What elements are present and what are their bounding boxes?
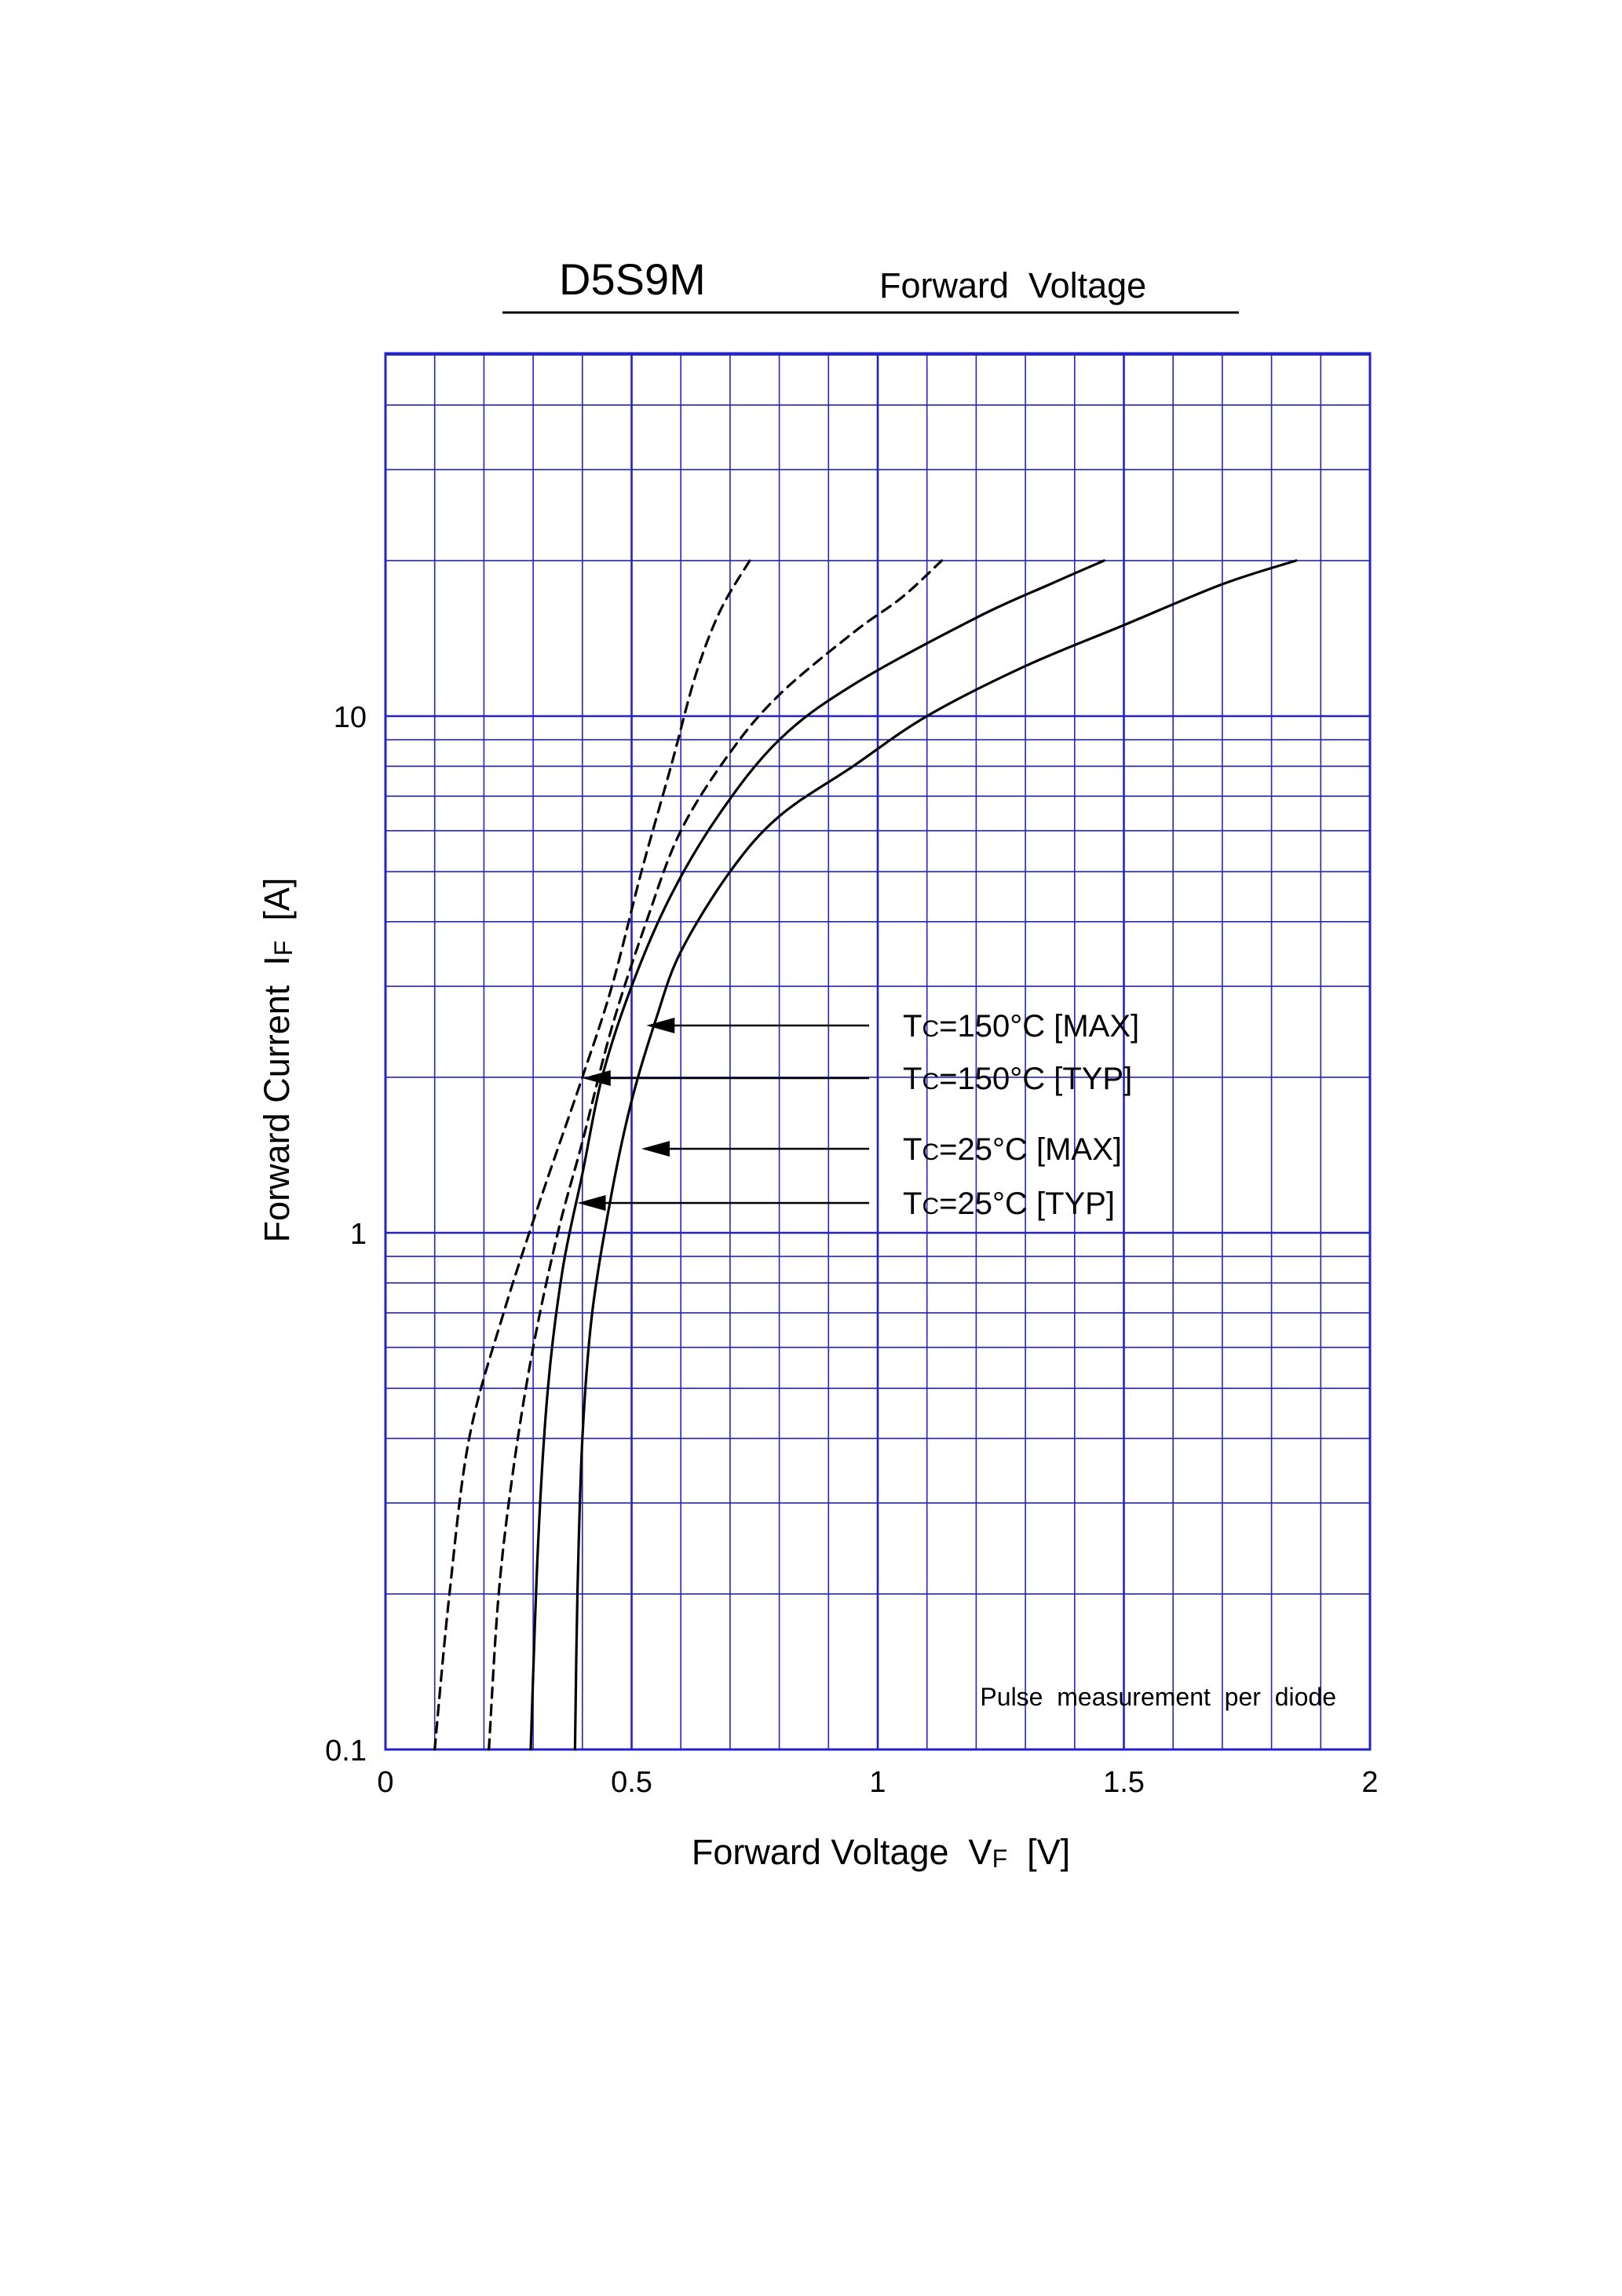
y-axis-label-unit: [A] [257, 878, 297, 941]
series-line-1 [488, 559, 944, 1751]
x-axis-label: Forward Voltage VF [V] [692, 1832, 1070, 1873]
y-tick-label: 0.1 [325, 1735, 367, 1768]
annotation-arrow-head [582, 1070, 611, 1086]
series-line-4 [529, 559, 1105, 1751]
annotation-arrow-head [641, 1141, 670, 1157]
x-tick-label: 2 [1361, 1766, 1378, 1799]
axes: 0 0.5 1 1.5 2 0.1 1 10 [325, 701, 1378, 1799]
measurement-note: Pulse measurement per diode [980, 1683, 1336, 1711]
annotation-label: TC=25°C [TYP] [903, 1186, 1115, 1221]
annotation-label: TC=25°C [MAX] [903, 1132, 1122, 1167]
x-tick-label: 1.5 [1103, 1766, 1145, 1799]
y-axis-label-main: Forward Current I [257, 956, 297, 1242]
x-axis-label-sub: F [992, 1844, 1008, 1873]
y-tick-label: 1 [350, 1218, 367, 1251]
annotation-label: TC=150°C [MAX] [903, 1009, 1139, 1044]
page-title: Forward Voltage [879, 265, 1146, 305]
x-axis-label-main: Forward Voltage V [692, 1832, 992, 1872]
x-tick-label: 1 [869, 1766, 886, 1799]
y-axis-label-sub: F [269, 941, 298, 956]
annotation-arrow-head [577, 1195, 606, 1211]
annotations: TC=150°C [MAX] TC=150°C [TYP] TC=25°C [MAX… [577, 1009, 1139, 1221]
x-tick-label: 0.5 [611, 1766, 652, 1799]
series-line-3 [573, 559, 1298, 1751]
plot-frame [384, 352, 1372, 1751]
y-axis-label: Forward Current IF [A] [257, 878, 298, 1243]
y-tick-label: 10 [334, 701, 367, 734]
grid [384, 352, 1372, 1751]
part-number: D5S9M [559, 254, 706, 304]
x-axis-label-unit: [V] [1007, 1832, 1070, 1872]
x-tick-label: 0 [377, 1766, 393, 1799]
data-curves [433, 559, 1298, 1751]
annotation-label: TC=150°C [TYP] [903, 1062, 1132, 1096]
header: D5S9M Forward Voltage [502, 254, 1239, 314]
series-line-2 [433, 559, 751, 1751]
annotation-arrow-head [646, 1018, 675, 1033]
